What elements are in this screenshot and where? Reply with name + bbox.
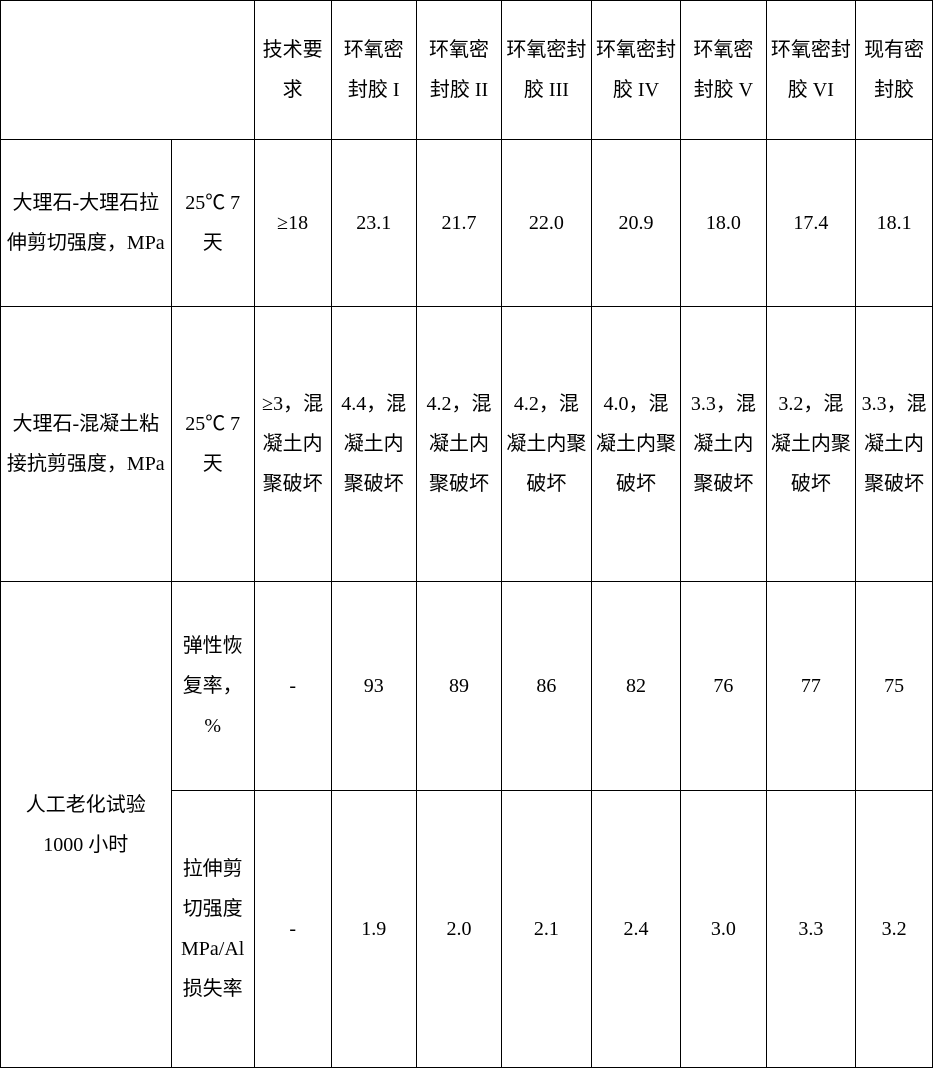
cell-s6: 3.3 bbox=[766, 791, 856, 1068]
cell-s4: 4.0，混凝土内聚破坏 bbox=[591, 307, 681, 582]
header-blank bbox=[1, 1, 255, 140]
header-s5: 环氧密封胶 V bbox=[681, 1, 766, 140]
cell-s5: 76 bbox=[681, 582, 766, 791]
cell-req: - bbox=[254, 582, 331, 791]
cell-req: ≥18 bbox=[254, 140, 331, 307]
cell-s2: 89 bbox=[416, 582, 501, 791]
cell-cond: 25℃ 7 天 bbox=[171, 140, 254, 307]
cell-s3: 86 bbox=[502, 582, 592, 791]
header-s4: 环氧密封胶 IV bbox=[591, 1, 681, 140]
cell-ex: 75 bbox=[856, 582, 933, 791]
cell-s6: 17.4 bbox=[766, 140, 856, 307]
cell-s3: 2.1 bbox=[502, 791, 592, 1068]
header-s3: 环氧密封胶 III bbox=[502, 1, 592, 140]
cell-s4: 2.4 bbox=[591, 791, 681, 1068]
cell-req: - bbox=[254, 791, 331, 1068]
header-s1: 环氧密封胶 I bbox=[331, 1, 416, 140]
cell-s3: 4.2，混凝土内聚破坏 bbox=[502, 307, 592, 582]
cell-req: ≥3，混凝土内聚破坏 bbox=[254, 307, 331, 582]
table-row: 人工老化试验 1000 小时 弹性恢复率，% - 93 89 86 82 76 … bbox=[1, 582, 933, 791]
cell-ex: 3.3，混凝土内聚破坏 bbox=[856, 307, 933, 582]
table-header-row: 技术要求 环氧密封胶 I 环氧密封胶 II 环氧密封胶 III 环氧密封胶 IV… bbox=[1, 1, 933, 140]
cell-prop: 大理石-大理石拉伸剪切强度，MPa bbox=[1, 140, 172, 307]
header-s2: 环氧密封胶 II bbox=[416, 1, 501, 140]
header-req: 技术要求 bbox=[254, 1, 331, 140]
cell-s4: 82 bbox=[591, 582, 681, 791]
table-row: 大理石-混凝土粘接抗剪强度，MPa 25℃ 7 天 ≥3，混凝土内聚破坏 4.4… bbox=[1, 307, 933, 582]
cell-prop: 大理石-混凝土粘接抗剪强度，MPa bbox=[1, 307, 172, 582]
cell-s6: 77 bbox=[766, 582, 856, 791]
cell-cond: 拉伸剪切强度MPa/Al 损失率 bbox=[171, 791, 254, 1068]
cell-prop-group: 人工老化试验 1000 小时 bbox=[1, 582, 172, 1068]
table-row: 大理石-大理石拉伸剪切强度，MPa 25℃ 7 天 ≥18 23.1 21.7 … bbox=[1, 140, 933, 307]
cell-s6: 3.2，混凝土内聚破坏 bbox=[766, 307, 856, 582]
cell-s2: 4.2，混凝土内聚破坏 bbox=[416, 307, 501, 582]
cell-s1: 93 bbox=[331, 582, 416, 791]
cell-s5: 18.0 bbox=[681, 140, 766, 307]
header-s6: 环氧密封胶 VI bbox=[766, 1, 856, 140]
cell-s5: 3.0 bbox=[681, 791, 766, 1068]
cell-s2: 2.0 bbox=[416, 791, 501, 1068]
cell-s3: 22.0 bbox=[502, 140, 592, 307]
cell-s5: 3.3，混凝土内聚破坏 bbox=[681, 307, 766, 582]
header-ex: 现有密封胶 bbox=[856, 1, 933, 140]
cell-s1: 1.9 bbox=[331, 791, 416, 1068]
cell-s2: 21.7 bbox=[416, 140, 501, 307]
cell-s4: 20.9 bbox=[591, 140, 681, 307]
data-table: 技术要求 环氧密封胶 I 环氧密封胶 II 环氧密封胶 III 环氧密封胶 IV… bbox=[0, 0, 933, 1068]
cell-ex: 18.1 bbox=[856, 140, 933, 307]
cell-cond: 25℃ 7 天 bbox=[171, 307, 254, 582]
cell-s1: 4.4，混凝土内聚破坏 bbox=[331, 307, 416, 582]
cell-ex: 3.2 bbox=[856, 791, 933, 1068]
cell-cond: 弹性恢复率，% bbox=[171, 582, 254, 791]
cell-s1: 23.1 bbox=[331, 140, 416, 307]
